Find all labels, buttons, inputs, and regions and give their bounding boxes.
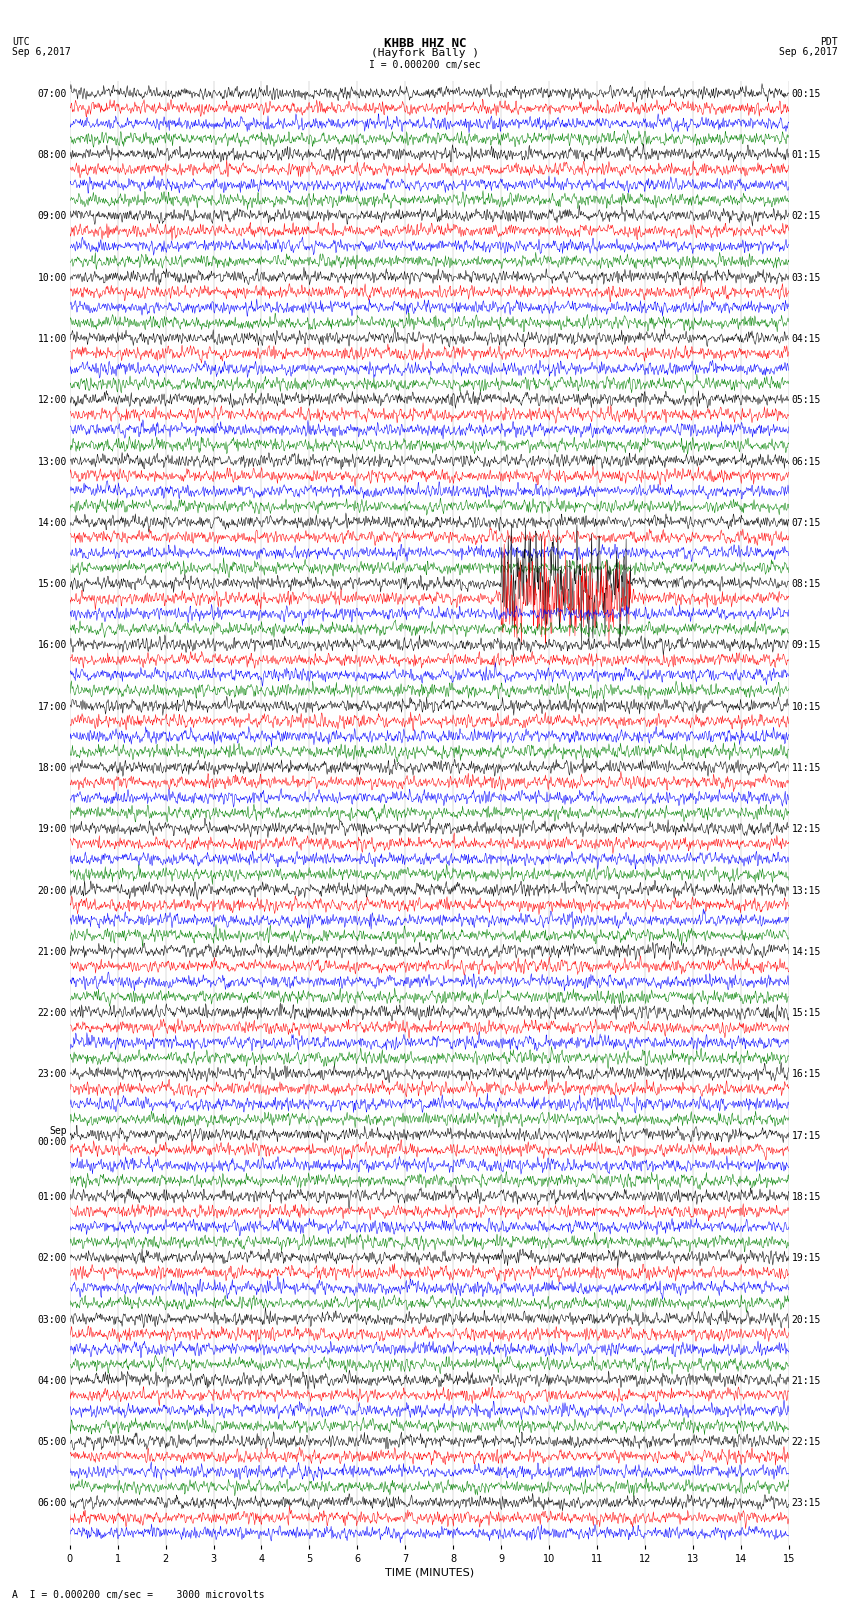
X-axis label: TIME (MINUTES): TIME (MINUTES) (385, 1568, 473, 1578)
Text: PDT: PDT (820, 37, 838, 47)
Text: I = 0.000200 cm/sec: I = 0.000200 cm/sec (369, 60, 481, 69)
Text: UTC: UTC (12, 37, 30, 47)
Text: KHBB HHZ NC: KHBB HHZ NC (383, 37, 467, 50)
Text: (Hayfork Bally ): (Hayfork Bally ) (371, 48, 479, 58)
Text: Sep 6,2017: Sep 6,2017 (779, 47, 838, 56)
Text: Sep 6,2017: Sep 6,2017 (12, 47, 71, 56)
Text: A  I = 0.000200 cm/sec =    3000 microvolts: A I = 0.000200 cm/sec = 3000 microvolts (12, 1590, 264, 1600)
